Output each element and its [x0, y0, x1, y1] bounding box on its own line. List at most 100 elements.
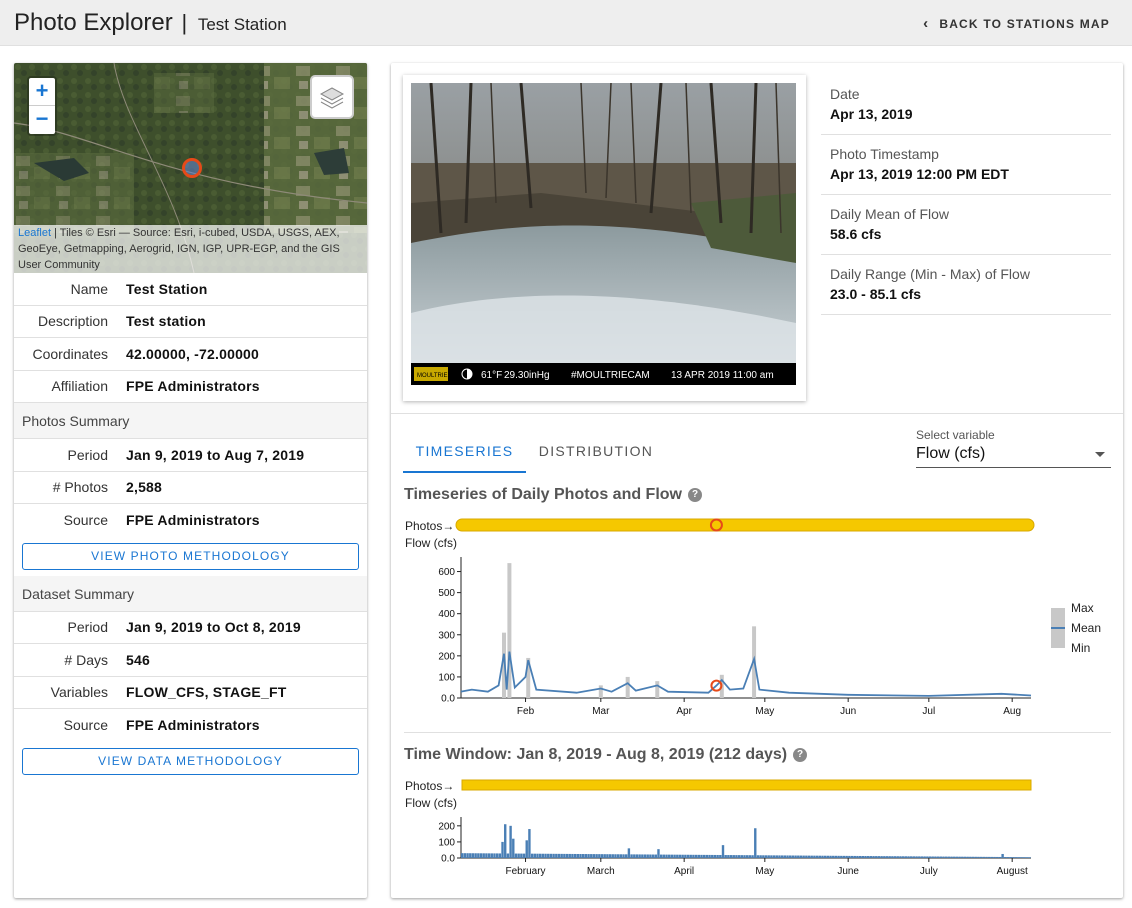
row-value: FPE Administrators [126, 717, 260, 734]
flow-bar [568, 853, 571, 858]
flow-bar [700, 854, 703, 858]
flow-bar [676, 854, 679, 858]
flow-bar [614, 854, 617, 858]
x-tick-label: April [674, 866, 694, 877]
help-icon[interactable]: ? [688, 488, 702, 502]
flow-bar [654, 854, 657, 858]
station-photo[interactable]: MOULTRIE 61°F 29.30inHg #MOULTRIECAM 13 … [411, 83, 796, 385]
panel-divider [391, 413, 1123, 414]
flow-bar [711, 854, 714, 858]
svg-text:MOULTRIE: MOULTRIE [417, 373, 448, 379]
flow-bar [668, 854, 671, 858]
flow-bar [1006, 857, 1010, 858]
title-separator: | [181, 10, 188, 35]
flow-bar [818, 855, 821, 858]
selected-day-marker [710, 679, 723, 692]
row-key: Period [67, 446, 108, 463]
station-marker[interactable] [182, 158, 202, 178]
back-to-stations-button[interactable]: ‹ BACK TO STATIONS MAP [923, 15, 1110, 32]
flow-bar [772, 855, 776, 858]
flow-bar [993, 856, 996, 858]
flow-bar [759, 855, 762, 858]
flow-bar [805, 855, 808, 858]
flow-bar [864, 856, 867, 858]
flow-bar [751, 855, 754, 858]
flow-bar [606, 854, 609, 858]
info-item-mean: Daily Mean of Flow 58.6 cfs [821, 195, 1111, 255]
flow-bar [872, 856, 875, 858]
info-item-range: Daily Range (Min - Max) of Flow 23.0 - 85… [821, 255, 1111, 315]
flow-bar [891, 856, 894, 858]
view-photo-methodology-button[interactable]: VIEW PHOTO METHODOLOGY [22, 542, 359, 570]
flow-bar [791, 855, 795, 858]
x-tick-label: Apr [676, 706, 692, 717]
flow-bar [659, 854, 663, 858]
x-tick-label: Aug [1003, 706, 1021, 717]
map-attribution: Leaflet | Tiles © Esri — Source: Esri, i… [14, 225, 367, 273]
flow-bar [487, 853, 491, 858]
flow-bar [861, 856, 865, 858]
flow-bar [471, 853, 475, 858]
flow-range-bar [598, 685, 603, 698]
flow-bar [764, 855, 768, 858]
flow-bar [544, 853, 547, 858]
flow-range-bar [507, 563, 512, 698]
svg-text:61°F: 61°F [481, 370, 502, 381]
flow-bar [563, 853, 566, 858]
flow-bar [678, 854, 682, 858]
zoom-out-button[interactable]: − [35, 106, 49, 131]
help-icon[interactable]: ? [793, 748, 808, 762]
x-tick-label: March [587, 866, 615, 877]
variable-select[interactable]: Select variable Flow (cfs) [916, 428, 1111, 468]
photos-availability-bar [455, 518, 1035, 532]
flow-bar [969, 856, 972, 858]
flow-bar [775, 855, 778, 858]
flow-bar [490, 853, 493, 858]
zoom-in-button[interactable]: + [29, 78, 55, 106]
y-tick-label: 600 [438, 567, 455, 578]
svg-text:29.30inHg: 29.30inHg [504, 370, 550, 381]
flow-bar [920, 856, 924, 858]
station-map[interactable]: + − Leaflet | Tiles © Esri — Source: Esr… [14, 63, 367, 273]
info-value: Apr 13, 2019 [830, 106, 913, 122]
row-key: Description [37, 313, 108, 330]
flow-bar [998, 856, 1002, 858]
flow-bar [770, 855, 773, 858]
stream-photo-image: MOULTRIE 61°F 29.30inHg #MOULTRIECAM 13 … [411, 83, 796, 385]
flow-bar [512, 838, 515, 858]
flow-bar [912, 856, 916, 858]
flow-bar [974, 856, 977, 858]
leaflet-link[interactable]: Leaflet [18, 227, 52, 239]
legend-label-max: Max [1071, 601, 1094, 615]
row-value: Test station [126, 313, 206, 330]
flow-bar [904, 856, 908, 858]
flow-bar [557, 853, 561, 858]
page-title: Photo Explorer | Test Station [14, 9, 287, 37]
flow-bar [662, 854, 666, 858]
flow-bar [888, 856, 891, 858]
view-data-methodology-button[interactable]: VIEW DATA METHODOLOGY [22, 747, 359, 775]
tab-distribution[interactable]: DISTRIBUTION [538, 443, 654, 459]
flow-bar [469, 853, 472, 858]
flow-bar [1020, 857, 1023, 858]
flow-bar [966, 856, 969, 858]
svg-text:13 APR 2019 11:00 am: 13 APR 2019 11:00 am [671, 370, 774, 381]
flow-bar [883, 856, 886, 858]
layers-button[interactable] [310, 75, 354, 119]
station-row: Description Test station [14, 306, 367, 338]
flow-bar [600, 854, 604, 858]
flow-bar [987, 856, 991, 858]
flow-bar [552, 853, 555, 858]
flow-bar [955, 856, 959, 858]
flow-bar [520, 853, 523, 858]
flow-bar [495, 853, 499, 858]
tab-timeseries[interactable]: TIMESERIES [403, 431, 526, 473]
info-value: 23.0 - 85.1 cfs [830, 286, 922, 302]
x-tick-label: July [920, 866, 938, 877]
y-axis-label: Flow (cfs) [405, 536, 457, 550]
flow-range-bar [526, 657, 531, 698]
info-label: Date [830, 86, 860, 102]
flow-bar [810, 855, 813, 858]
row-key: # Days [64, 651, 108, 668]
flow-bar [802, 855, 805, 858]
